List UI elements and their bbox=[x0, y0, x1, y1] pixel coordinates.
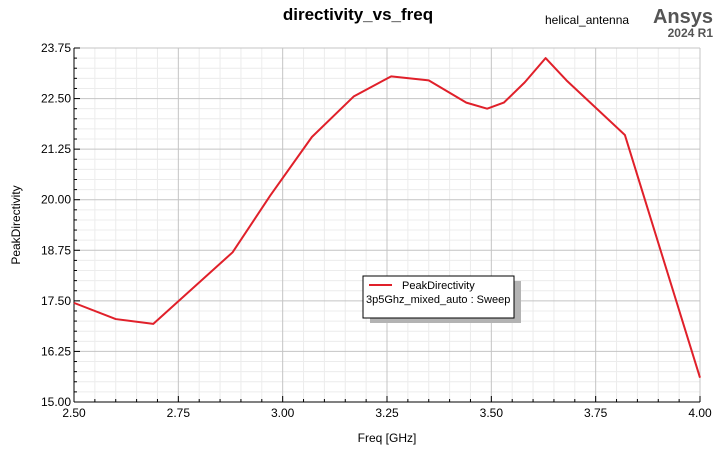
x-tick-labels: 2.50 2.75 3.00 3.25 3.50 3.75 4.00 bbox=[62, 406, 712, 420]
x-tick-label: 3.00 bbox=[271, 406, 295, 420]
project-name: helical_antenna bbox=[545, 13, 629, 27]
x-tick-label: 2.75 bbox=[167, 406, 191, 420]
y-tick-label: 16.25 bbox=[41, 344, 71, 358]
axes bbox=[73, 47, 701, 403]
legend-box bbox=[362, 275, 515, 319]
x-tick-label: 2.50 bbox=[62, 406, 86, 420]
y-tick-label: 18.75 bbox=[41, 243, 71, 257]
x-axis-label: Freq [GHz] bbox=[358, 431, 417, 445]
series-layer bbox=[73, 57, 701, 379]
x-tick-label: 3.50 bbox=[480, 406, 504, 420]
y-tick-label: 21.25 bbox=[41, 142, 71, 156]
y-tick-label: 22.50 bbox=[41, 92, 71, 106]
x-tick-label: 4.00 bbox=[688, 406, 712, 420]
chart-title: directivity_vs_freq bbox=[283, 5, 433, 24]
legend-series-detail: 3p5Ghz_mixed_auto : Sweep bbox=[366, 294, 510, 306]
series-line-0 bbox=[73, 57, 701, 379]
y-tick-labels: 15.00 16.25 17.50 18.75 20.00 21.25 22.50 23.75 bbox=[41, 41, 71, 409]
brand-name: Ansys bbox=[653, 6, 713, 28]
legend: PeakDirectivity 3p5Ghz_mixed_auto : Swee… bbox=[362, 275, 521, 323]
y-tick-label: 17.50 bbox=[41, 294, 71, 308]
brand-version: 2024 R1 bbox=[668, 26, 714, 40]
legend-series-name: PeakDirectivity bbox=[402, 280, 475, 292]
x-tick-label: 3.25 bbox=[375, 406, 399, 420]
y-axis-label: PeakDirectivity bbox=[9, 185, 23, 264]
y-tick-label: 20.00 bbox=[41, 193, 71, 207]
x-tick-label: 3.75 bbox=[584, 406, 608, 420]
y-tick-label: 23.75 bbox=[41, 41, 71, 55]
y-tick-label: 15.00 bbox=[41, 395, 71, 409]
